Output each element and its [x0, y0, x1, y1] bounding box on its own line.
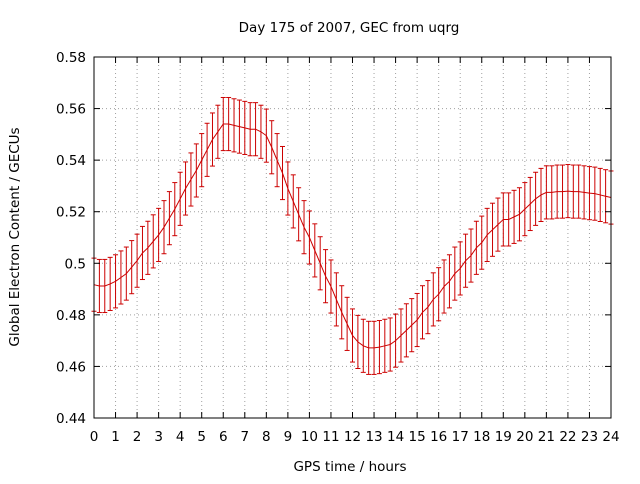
x-tick-label: 8 [262, 429, 271, 445]
y-tick-label: 0.52 [56, 205, 86, 221]
x-tick-label: 24 [602, 429, 619, 445]
x-tick-label: 18 [473, 429, 490, 445]
x-tick-label: 20 [516, 429, 533, 445]
chart-title: Day 175 of 2007, GEC from uqrg [239, 20, 460, 36]
x-tick-label: 1 [111, 429, 120, 445]
y-tick-label: 0.44 [56, 411, 86, 427]
x-tick-label: 7 [240, 429, 249, 445]
x-tick-label: 3 [154, 429, 163, 445]
x-tick-label: 17 [452, 429, 469, 445]
y-tick-label: 0.58 [56, 50, 86, 66]
x-tick-label: 13 [365, 429, 382, 445]
x-tick-label: 12 [344, 429, 361, 445]
y-tick-label: 0.5 [65, 256, 86, 272]
y-axis-title: Global Electron Content / GECUs [7, 127, 23, 346]
x-tick-label: 4 [176, 429, 185, 445]
axis-labels: 0 1 2 3 4 5 6 7 8 9 10 11 12 13 14 15 16 17 18 19 20 21 22 23 24… [56, 50, 620, 445]
data-series [91, 96, 614, 375]
x-tick-label: 22 [559, 429, 576, 445]
x-tick-label: 10 [301, 429, 318, 445]
x-tick-label: 0 [90, 429, 99, 445]
y-tick-label: 0.48 [56, 308, 86, 324]
y-tick-label: 0.56 [56, 102, 86, 118]
x-tick-label: 6 [219, 429, 228, 445]
x-tick-label: 14 [387, 429, 404, 445]
x-tick-label: 23 [581, 429, 598, 445]
x-tick-label: 9 [284, 429, 293, 445]
y-tick-label: 0.54 [56, 153, 86, 169]
x-tick-label: 19 [495, 429, 512, 445]
x-tick-label: 11 [322, 429, 339, 445]
grid [94, 57, 611, 418]
axis-ticks [93, 56, 612, 419]
x-tick-label: 5 [197, 429, 206, 445]
x-tick-label: 15 [409, 429, 426, 445]
x-tick-label: 16 [430, 429, 447, 445]
x-tick-label: 21 [538, 429, 555, 445]
x-tick-label: 2 [133, 429, 142, 445]
series-line [93, 123, 612, 349]
y-tick-label: 0.46 [56, 359, 86, 375]
x-axis-title: GPS time / hours [293, 459, 406, 475]
